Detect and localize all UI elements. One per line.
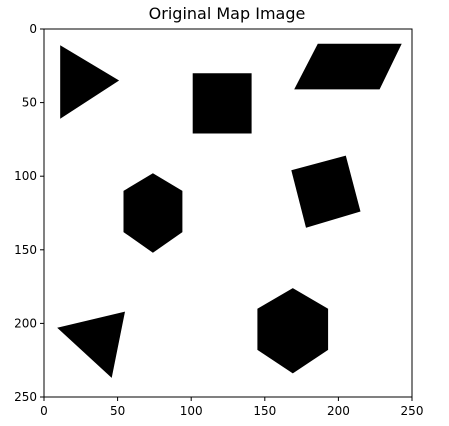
y-tick-label: 0 <box>29 22 37 36</box>
x-tick-label: 250 <box>401 404 424 418</box>
y-tick-label: 250 <box>14 390 37 404</box>
shape-parallelogram-top-right <box>294 43 402 90</box>
chart-title: Original Map Image <box>149 4 306 23</box>
x-tick-label: 150 <box>253 404 276 418</box>
shape-triangle-top-left <box>60 45 120 119</box>
shape-square-top-center <box>192 73 252 134</box>
y-tick-label: 50 <box>22 96 37 110</box>
y-tick-label: 150 <box>14 243 37 257</box>
shape-hexagon-middle-left <box>123 173 183 253</box>
y-tick-label: 200 <box>14 316 37 330</box>
y-axis: 0 50 100 150 200 250 <box>14 22 44 404</box>
shape-triangle-bottom-left <box>57 311 126 378</box>
x-axis: 0 50 100 150 200 250 <box>40 397 423 418</box>
axes-frame <box>43 28 413 398</box>
shape-square-middle-right <box>291 155 361 228</box>
shape-hexagon-bottom-center <box>257 288 329 374</box>
x-tick-label: 100 <box>180 404 203 418</box>
x-tick-label: 0 <box>40 404 48 418</box>
x-tick-label: 50 <box>110 404 125 418</box>
x-tick-label: 200 <box>327 404 350 418</box>
plot-area <box>43 28 413 398</box>
y-tick-label: 100 <box>14 169 37 183</box>
